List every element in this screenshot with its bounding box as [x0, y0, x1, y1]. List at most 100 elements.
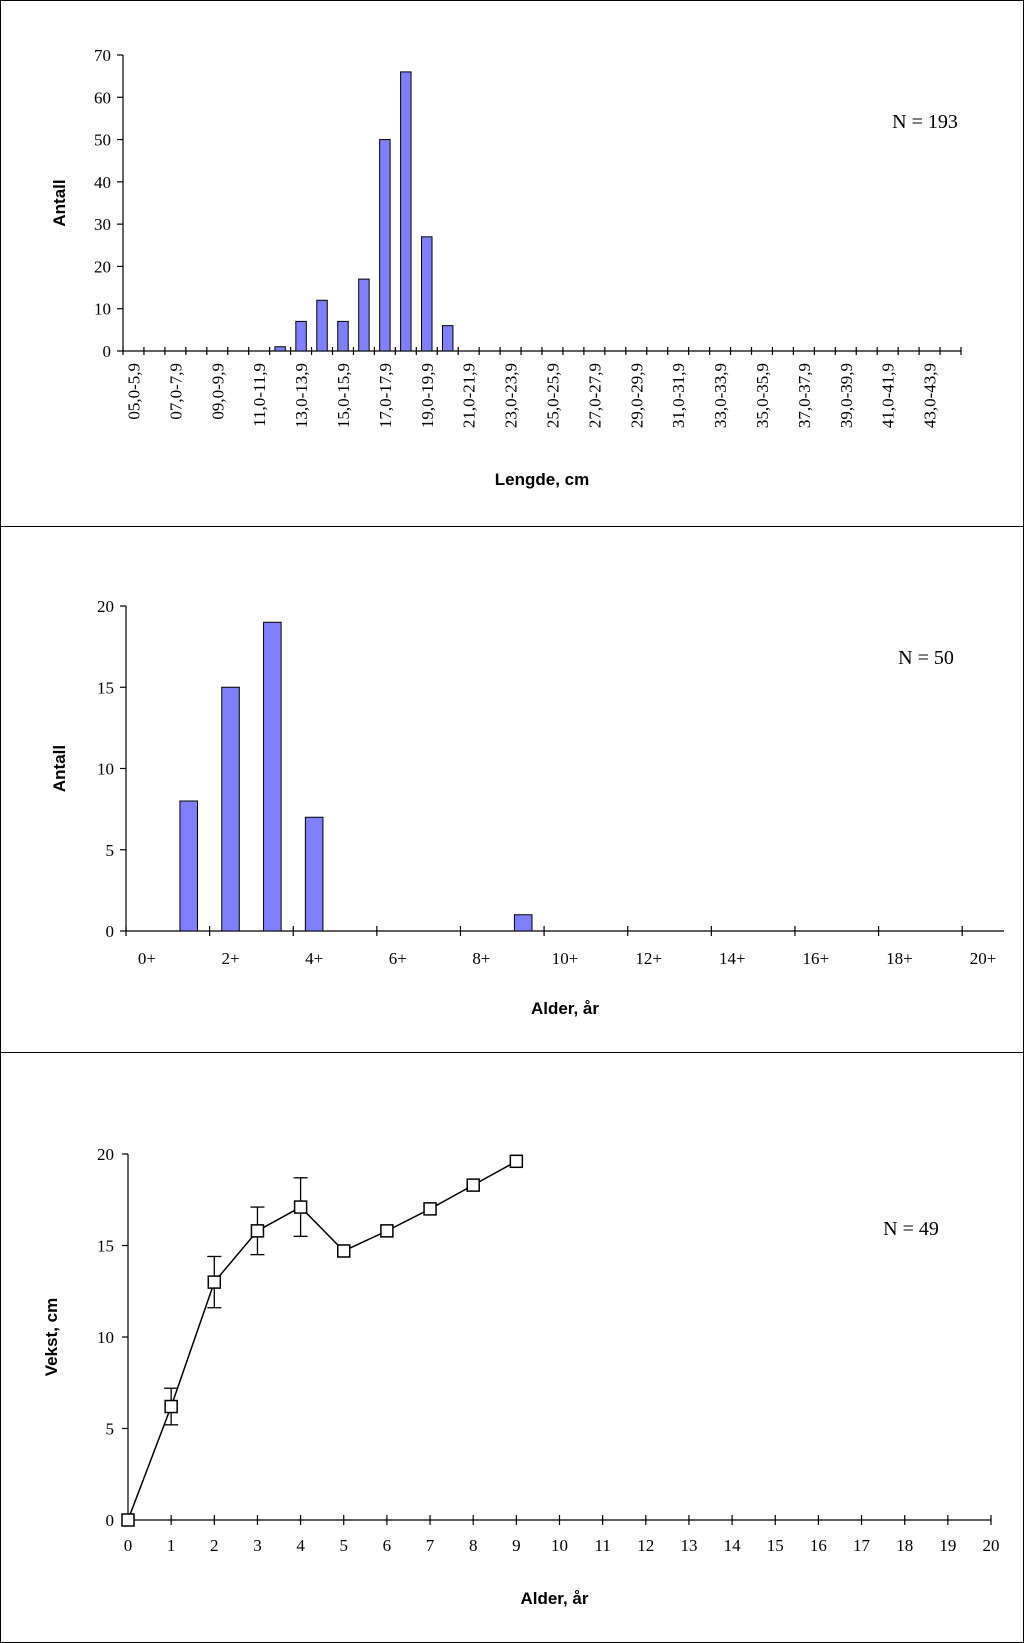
x-tick-label: 0	[124, 1536, 133, 1555]
x-tick-label: 25,0-25,9	[543, 363, 562, 428]
y-tick-label: 10	[94, 300, 111, 319]
y-tick-label: 0	[106, 922, 115, 941]
x-tick-label: 18+	[886, 949, 913, 968]
x-tick-label: 05,0-5,9	[124, 363, 143, 420]
x-tick-label: 15	[767, 1536, 784, 1555]
x-tick-label: 16+	[803, 949, 830, 968]
x-tick-label: 09,0-9,9	[208, 363, 227, 420]
length-distribution-panel: 0 10 20 30 40 50 60 70 05,0-5,9 07,0-7,9 09,0-9,9 1…	[0, 0, 1024, 527]
data-point	[164, 1399, 178, 1414]
y-tick-label: 20	[94, 257, 111, 276]
x-tick-label: 27,0-27,9	[585, 363, 604, 428]
x-tick-label: 37,0-37,9	[795, 363, 814, 428]
y-axis-title: Vekst, cm	[42, 1298, 61, 1376]
bar	[304, 816, 324, 932]
x-tick-label: 43,0-43,9	[921, 363, 940, 428]
bar	[421, 236, 433, 352]
growth-series-line	[127, 1160, 517, 1521]
x-tick-label: 8	[469, 1536, 478, 1555]
y-tick-label: 15	[97, 678, 114, 697]
y-tick-label: 70	[94, 46, 111, 65]
data-point	[337, 1244, 351, 1258]
x-axis-title: Lengde, cm	[495, 470, 589, 489]
x-tick-label: 20	[983, 1536, 1000, 1555]
y-axis-title: Antall	[50, 745, 69, 792]
y-tick-label: 15	[97, 1237, 114, 1256]
x-tick-label: 12+	[635, 949, 662, 968]
y-tick-label: 40	[94, 173, 111, 192]
x-tick-label: 13	[680, 1536, 697, 1555]
y-tick-label: 0	[103, 342, 112, 361]
x-tick-label: 11,0-11,9	[250, 363, 269, 427]
x-tick-label: 7	[426, 1536, 435, 1555]
bar	[316, 299, 328, 352]
length-distribution-chart: 0 10 20 30 40 50 60 70 05,0-5,9 07,0-7,9 09,0-9,9 1…	[50, 46, 962, 489]
x-axis-title: Alder, år	[520, 1589, 588, 1608]
x-tick-label: 41,0-41,9	[879, 363, 898, 428]
x-tick-label: 33,0-33,9	[711, 363, 730, 428]
growth-panel: 0 5 10 15 20 0 1 2 3 4 5 6 7 8 9 10 11 12 13 14 15 16 17 18 19 20…	[0, 1052, 1024, 1643]
x-tick-label: 12	[637, 1536, 654, 1555]
x-tick-label: 20+	[970, 949, 997, 968]
y-tick-label: 5	[106, 1420, 115, 1439]
bar	[358, 278, 370, 352]
bar	[337, 320, 349, 352]
x-tick-label: 9	[512, 1536, 521, 1555]
x-tick-label: 17	[853, 1536, 871, 1555]
y-tick-label: 0	[106, 1511, 115, 1530]
x-tick-label: 14+	[719, 949, 746, 968]
y-tick-label: 20	[97, 597, 114, 616]
y-axis-title: Antall	[50, 179, 69, 226]
y-tick-label: 5	[106, 841, 115, 860]
x-tick-label: 6+	[389, 949, 407, 968]
y-tick-label: 60	[94, 88, 111, 107]
x-tick-label: 4+	[305, 949, 323, 968]
y-tick-label: 20	[97, 1145, 114, 1164]
x-tick-label: 16	[810, 1536, 827, 1555]
x-tick-label: 17,0-17,9	[376, 363, 395, 428]
x-tick-label: 13,0-13,9	[292, 363, 311, 428]
bar	[179, 800, 198, 932]
data-point	[423, 1202, 437, 1216]
y-tick-label: 50	[94, 131, 111, 150]
data-point	[293, 1200, 308, 1214]
sample-size-label: N = 193	[892, 111, 958, 133]
data-point	[207, 1275, 222, 1289]
x-tick-label: 31,0-31,9	[669, 363, 688, 428]
x-tick-label: 15,0-15,9	[334, 363, 353, 428]
x-tick-label: 14	[724, 1536, 742, 1555]
x-tick-label: 8+	[472, 949, 490, 968]
x-tick-label: 5	[340, 1536, 349, 1555]
data-point	[121, 1513, 135, 1527]
x-tick-label: 39,0-39,9	[837, 363, 856, 428]
x-tick-label: 4	[296, 1536, 305, 1555]
x-tick-label: 29,0-29,9	[627, 363, 646, 428]
x-axis-title: Alder, år	[531, 999, 599, 1018]
y-tick-label: 10	[97, 760, 114, 779]
x-tick-label: 6	[383, 1536, 392, 1555]
x-tick-label: 07,0-7,9	[166, 363, 185, 420]
x-tick-label: 0+	[138, 949, 156, 968]
bar	[379, 139, 391, 352]
y-tick-label: 30	[94, 215, 111, 234]
bar	[441, 325, 454, 352]
x-tick-label: 21,0-21,9	[460, 363, 479, 428]
x-tick-label: 10	[551, 1536, 568, 1555]
bar	[400, 71, 412, 352]
x-tick-label: 3	[253, 1536, 262, 1555]
x-tick-label: 10+	[552, 949, 579, 968]
data-point	[466, 1178, 480, 1192]
x-tick-label: 19,0-19,9	[418, 363, 437, 428]
x-tick-label: 11	[594, 1536, 610, 1555]
age-distribution-panel: 0 5 10 15 20 0+ 2+ 4+ 6+ 8+ 10+ 12+ 14+ 16+ 18+ 20+ Anta…	[0, 526, 1024, 1053]
sample-size-label: N = 49	[883, 1218, 939, 1240]
x-tick-label: 23,0-23,9	[502, 363, 521, 428]
x-tick-label: 2+	[221, 949, 239, 968]
x-tick-label: 35,0-35,9	[753, 363, 772, 428]
age-distribution-chart: 0 5 10 15 20 0+ 2+ 4+ 6+ 8+ 10+ 12+ 14+ 16+ 18+ 20+ Anta…	[50, 597, 1004, 1018]
data-point	[250, 1224, 265, 1238]
x-tick-label: 19	[939, 1536, 956, 1555]
bar	[263, 621, 282, 932]
bar	[274, 346, 286, 352]
